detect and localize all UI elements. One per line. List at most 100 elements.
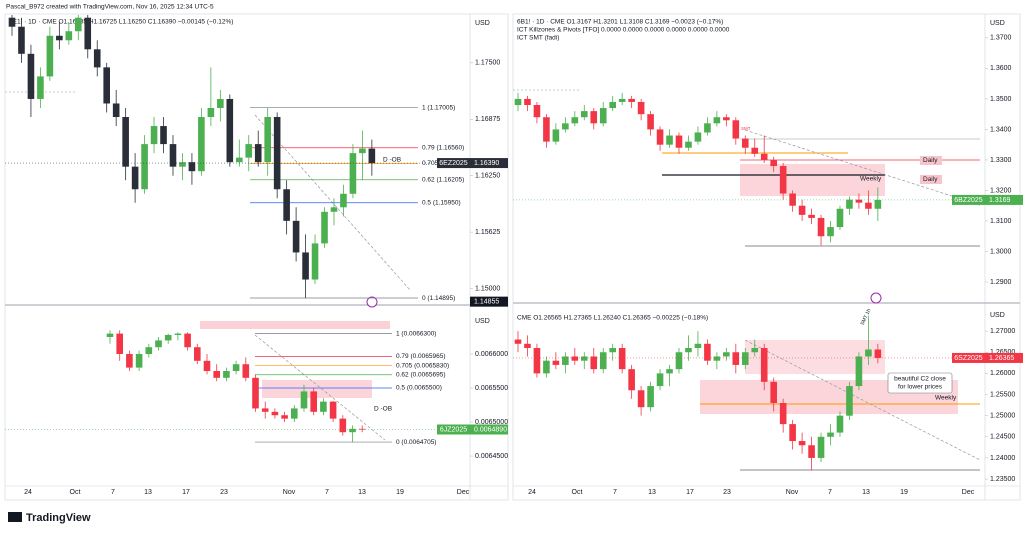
logo[interactable]: TradingView [26, 512, 91, 524]
candle-body [281, 415, 288, 419]
x-tick-label: 13 [648, 489, 656, 496]
candle-body [647, 386, 654, 408]
y-tick-label: 1.23500 [990, 476, 1015, 483]
x-tick-label: 7 [111, 489, 115, 496]
candle-body [798, 441, 806, 446]
candle-body [543, 117, 550, 142]
candle-body [656, 373, 664, 387]
symbol-tag [437, 158, 470, 169]
candle-body [46, 35, 54, 77]
candle-body [628, 369, 635, 391]
candle-body [179, 162, 186, 167]
symbol-tag-text: 6JZ2025 [440, 426, 467, 433]
y-tick-label: 1.25000 [990, 413, 1015, 420]
candle-body [827, 432, 834, 437]
symbol-tag [952, 194, 985, 205]
candle-body [235, 157, 243, 163]
fib-label: 1 (1.17005) [422, 104, 455, 111]
y-tick-label: 0.0065500 [475, 385, 508, 392]
alert-icon[interactable] [870, 292, 882, 304]
candle-body [855, 356, 863, 387]
zone [740, 164, 885, 196]
candle-body [599, 352, 607, 370]
candle-body [150, 126, 158, 145]
alert-icon[interactable] [366, 296, 378, 308]
y-tick-label: 1.15000 [475, 285, 500, 292]
symbol-tag [437, 424, 470, 435]
x-tick-label: 7 [613, 489, 617, 496]
candle-body [637, 101, 645, 115]
annotation: for lower prices [898, 384, 943, 391]
candle-body [704, 343, 711, 361]
x-tick-label: Nov [786, 489, 799, 496]
candle-body [580, 111, 588, 118]
x-tick-label: 7 [828, 489, 832, 496]
candle-body [618, 98, 626, 102]
fib-label: 0.705 (0.0065830) [396, 362, 449, 369]
candle-body [358, 428, 366, 430]
price-tag [985, 352, 1023, 363]
candle-body [675, 135, 683, 148]
candle-body [103, 67, 110, 104]
candle-body [514, 98, 522, 106]
candle-body [552, 129, 560, 142]
fib-label: 0.79 (0.0065965) [396, 353, 446, 360]
fib-label: 0 (1.14895) [422, 295, 455, 302]
annotation: beautiful C2 close [894, 376, 946, 383]
candle-body [141, 144, 148, 190]
x-tick-label: 23 [220, 489, 228, 496]
y-tick-label: 0.0064500 [475, 453, 508, 460]
candle-body [213, 371, 220, 378]
candle-body [194, 347, 201, 361]
label-box [920, 175, 942, 184]
x-tick-label: 17 [182, 489, 190, 496]
candle-body [330, 207, 338, 212]
candle-body [126, 354, 133, 368]
y-tick-label: 1.2900 [990, 279, 1012, 286]
candle-body [368, 148, 376, 164]
candle-body [855, 199, 863, 203]
candle-body [713, 356, 721, 361]
right-frame [512, 13, 1021, 501]
price-tag-text: 1.3169 [989, 197, 1011, 204]
candle-body [169, 144, 177, 167]
price-tag [470, 424, 508, 435]
candle-body [65, 31, 73, 41]
legend-line: CME O1.26565 H1.27365 L1.26240 C1.26365 … [517, 315, 708, 322]
candle-body [254, 144, 262, 163]
candle-body [741, 138, 749, 148]
candle-body [685, 348, 692, 353]
candles [514, 315, 882, 471]
zone [200, 321, 390, 329]
candle-body [732, 352, 740, 365]
logo-mark [8, 512, 22, 522]
legend-line: ICT SMT (fadi) [517, 35, 559, 42]
annotation: D -OB [374, 406, 392, 413]
candle-body [846, 386, 853, 416]
candle-body [8, 17, 16, 27]
x-tick-label: 13 [862, 489, 870, 496]
candle-body [283, 189, 290, 221]
fib-label: 0.5 (1.15950) [422, 200, 461, 207]
candle-body [599, 108, 607, 124]
candle-body [751, 348, 759, 353]
label-box [920, 156, 942, 165]
banner: Pascal_B972 created with TradingView.com… [6, 4, 214, 11]
fib-label: 0.79 (1.16560) [422, 144, 464, 151]
candle-body [74, 17, 82, 32]
candle-body [543, 360, 550, 374]
candle-body [524, 343, 531, 349]
candle-body [232, 364, 240, 372]
candle-body [552, 360, 560, 365]
candle-body [359, 148, 366, 154]
candle-body [261, 408, 269, 412]
y-tick-label: 0.0066000 [475, 351, 508, 358]
x-tick-label: 24 [528, 489, 536, 496]
candle-body [291, 408, 298, 419]
candle-body [56, 35, 63, 41]
candle-body [779, 402, 787, 425]
candle-body [618, 348, 626, 370]
fib-label: 0.5 (0.0065500) [396, 385, 442, 392]
candle-body [571, 356, 579, 361]
currency: USD [475, 20, 490, 27]
